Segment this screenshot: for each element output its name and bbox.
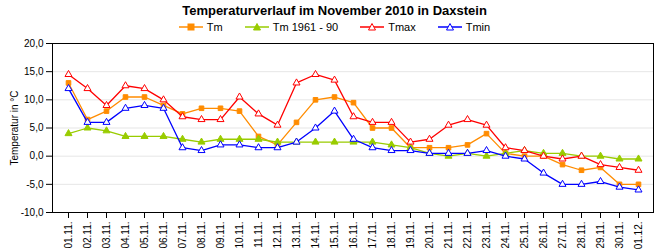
- svg-text:18.11.: 18.11.: [386, 222, 397, 249]
- svg-text:02.11.: 02.11.: [82, 222, 93, 249]
- svg-text:13.11.: 13.11.: [291, 222, 302, 249]
- svg-text:03.11.: 03.11.: [101, 222, 112, 249]
- svg-text:10.11.: 10.11.: [234, 222, 245, 249]
- svg-text:16.11.: 16.11.: [348, 222, 359, 249]
- svg-text:24.11.: 24.11.: [500, 222, 511, 249]
- svg-text:23.11.: 23.11.: [481, 222, 492, 249]
- svg-text:0,0: 0,0: [30, 150, 44, 161]
- svg-text:08.11.: 08.11.: [196, 222, 207, 249]
- svg-text:28.11.: 28.11.: [576, 222, 587, 249]
- svg-text:19.11.: 19.11.: [405, 222, 416, 249]
- svg-text:26.11.: 26.11.: [538, 222, 549, 249]
- svg-text:-10,0: -10,0: [21, 207, 44, 218]
- svg-text:10,0: 10,0: [24, 94, 44, 105]
- html-text:Tm 1961 - 90: Tm 1961 - 90: [272, 21, 339, 33]
- html-text:Temperaturverlauf im November: Temperaturverlauf im November 2010 in Da…: [182, 3, 487, 18]
- svg-text:22.11.: 22.11.: [462, 222, 473, 249]
- svg-text:20.11.: 20.11.: [424, 222, 435, 249]
- svg-text:04.11.: 04.11.: [120, 222, 131, 249]
- svg-text:25.11.: 25.11.: [519, 222, 530, 249]
- svg-text:05.11.: 05.11.: [139, 222, 150, 249]
- svg-text:09.11.: 09.11.: [215, 222, 226, 249]
- svg-text:-5,0: -5,0: [26, 179, 44, 190]
- svg-text:21.11.: 21.11.: [443, 222, 454, 249]
- svg-text:27.11.: 27.11.: [557, 222, 568, 249]
- svg-text:01.11.: 01.11.: [63, 222, 74, 249]
- svg-text:14.11.: 14.11.: [310, 222, 321, 249]
- html-text:Tmax: Tmax: [388, 21, 416, 33]
- svg-text:01.12.: 01.12.: [633, 222, 644, 250]
- svg-text:17.11.: 17.11.: [367, 222, 378, 249]
- svg-text:12.11.: 12.11.: [272, 222, 283, 249]
- svg-text:15,0: 15,0: [24, 66, 44, 77]
- svg-text:06.11.: 06.11.: [158, 222, 169, 249]
- svg-text:20,0: 20,0: [24, 38, 44, 49]
- html-text:Tm: Tm: [206, 21, 223, 33]
- svg-text:07.11.: 07.11.: [177, 222, 188, 249]
- svg-text:30.11.: 30.11.: [614, 222, 625, 249]
- svg-text:11.11.: 11.11.: [253, 222, 264, 248]
- svg-text:Temperatur in °C: Temperatur in °C: [9, 90, 20, 165]
- svg-text:29.11.: 29.11.: [595, 222, 606, 249]
- svg-text:5,0: 5,0: [30, 122, 44, 133]
- svg-text:15.11.: 15.11.: [329, 222, 340, 249]
- html-text:Tmin: Tmin: [465, 21, 491, 33]
